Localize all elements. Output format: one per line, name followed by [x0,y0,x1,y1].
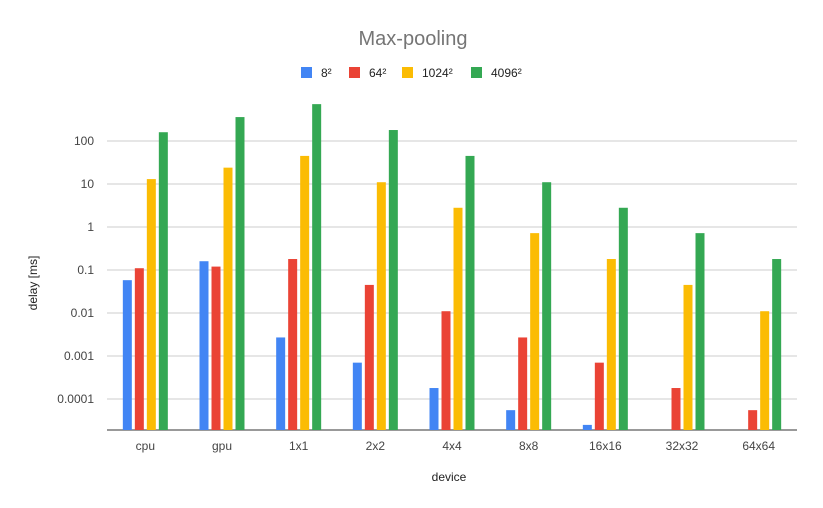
bar [695,233,705,430]
bar [671,388,681,430]
bar [388,130,398,430]
y-axis-title: delay [ms] [26,256,40,311]
bar [122,280,132,430]
y-tick-label: 100 [74,134,94,148]
x-tick-label: 32x32 [666,439,699,453]
bar [199,261,209,430]
bar [146,179,156,430]
bar [606,259,616,430]
bar [288,259,298,430]
bar [542,182,552,430]
legend-swatch [349,67,360,78]
legend: 8² 64² 1024² 4096² [301,66,522,80]
x-tick-label: 64x64 [742,439,775,453]
legend-label: 1024² [422,66,453,80]
bar [441,311,451,430]
bar [748,410,758,430]
bar [312,104,322,430]
bar [134,268,144,430]
y-tick-label: 0.001 [64,349,94,363]
y-tick-label: 0.0001 [57,392,94,406]
y-tick-label: 1 [87,220,94,234]
legend-label: 8² [321,66,332,80]
bar [530,233,540,430]
bar [211,266,221,430]
bar [429,388,439,430]
legend-label: 4096² [491,66,522,80]
bars [122,104,782,431]
bar [223,167,233,430]
bar [518,337,528,430]
bar [364,284,374,430]
bar [376,182,386,430]
x-tick-labels: cpu gpu 1x1 2x2 4x4 8x8 16x16 32x32 64x64 [136,439,776,453]
y-tick-label: 10 [81,177,95,191]
bar [772,259,782,430]
bar [300,155,310,430]
bar [618,207,628,430]
bar [683,284,693,430]
x-tick-label: 16x16 [589,439,622,453]
x-axis-title: device [432,470,467,484]
x-tick-label: cpu [136,439,155,453]
y-tick-label: 0.01 [71,306,95,320]
bar [760,311,770,430]
legend-swatch [301,67,312,78]
y-tick-label: 0.1 [77,263,94,277]
legend-swatch [471,67,482,78]
x-tick-label: 2x2 [366,439,386,453]
chart-title: Max-pooling [359,28,468,50]
x-tick-label: gpu [212,439,232,453]
bar [158,132,168,430]
grid: 0.0001 0.001 0.01 0.1 1 10 100 [57,134,797,431]
bar [594,362,604,430]
bar [276,337,286,430]
bar [465,155,475,430]
bar [506,410,516,430]
legend-label: 64² [369,66,386,80]
x-tick-label: 1x1 [289,439,309,453]
bar [453,207,463,430]
bar [235,117,245,431]
bar [352,362,362,430]
bar [582,424,592,430]
x-tick-label: 4x4 [442,439,462,453]
legend-swatch [402,67,413,78]
x-tick-label: 8x8 [519,439,539,453]
